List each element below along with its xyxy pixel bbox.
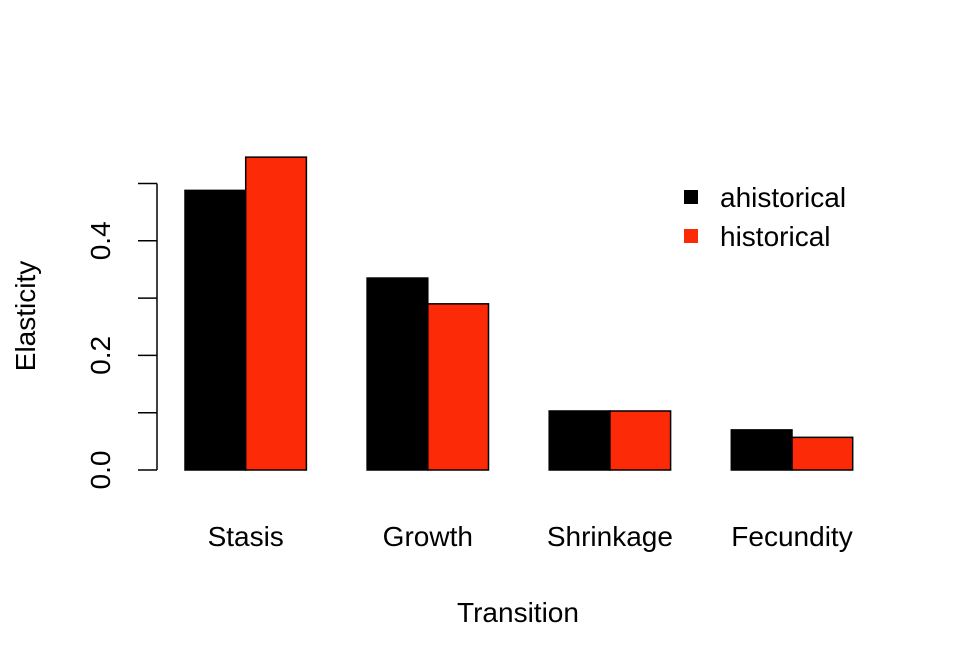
bar-ahistorical-stasis	[184, 189, 247, 471]
x-tick-label: Shrinkage	[547, 521, 673, 552]
y-tick-label: 0.0	[85, 451, 116, 490]
bar-ahistorical-growth	[366, 277, 429, 471]
x-tick-label: Stasis	[208, 521, 284, 552]
bar-historical-stasis	[244, 156, 308, 471]
x-axis-label: Transition	[457, 597, 579, 628]
legend-label-ahistorical: ahistorical	[720, 182, 846, 213]
y-axis-label: Elasticity	[10, 261, 41, 371]
bars	[184, 156, 854, 471]
legend-swatch-historical	[684, 229, 698, 243]
bar-ahistorical-fecundity	[730, 429, 793, 471]
bar-historical-fecundity	[791, 436, 854, 471]
x-tick-labels: Stasis Growth Shrinkage Fecundity	[208, 521, 853, 552]
y-axis: 0.0 0.2 0.4	[85, 182, 158, 490]
bar-historical-shrinkage	[609, 410, 672, 471]
x-tick-label: Fecundity	[731, 521, 852, 552]
y-tick-label: 0.2	[85, 336, 116, 375]
legend-label-historical: historical	[720, 221, 830, 252]
legend: ahistorical historical	[684, 182, 846, 252]
x-tick-label: Growth	[383, 521, 473, 552]
bar-historical-growth	[427, 303, 490, 471]
y-tick-label: 0.4	[85, 221, 116, 260]
legend-swatch-ahistorical	[684, 190, 698, 204]
bar-ahistorical-shrinkage	[548, 410, 611, 471]
